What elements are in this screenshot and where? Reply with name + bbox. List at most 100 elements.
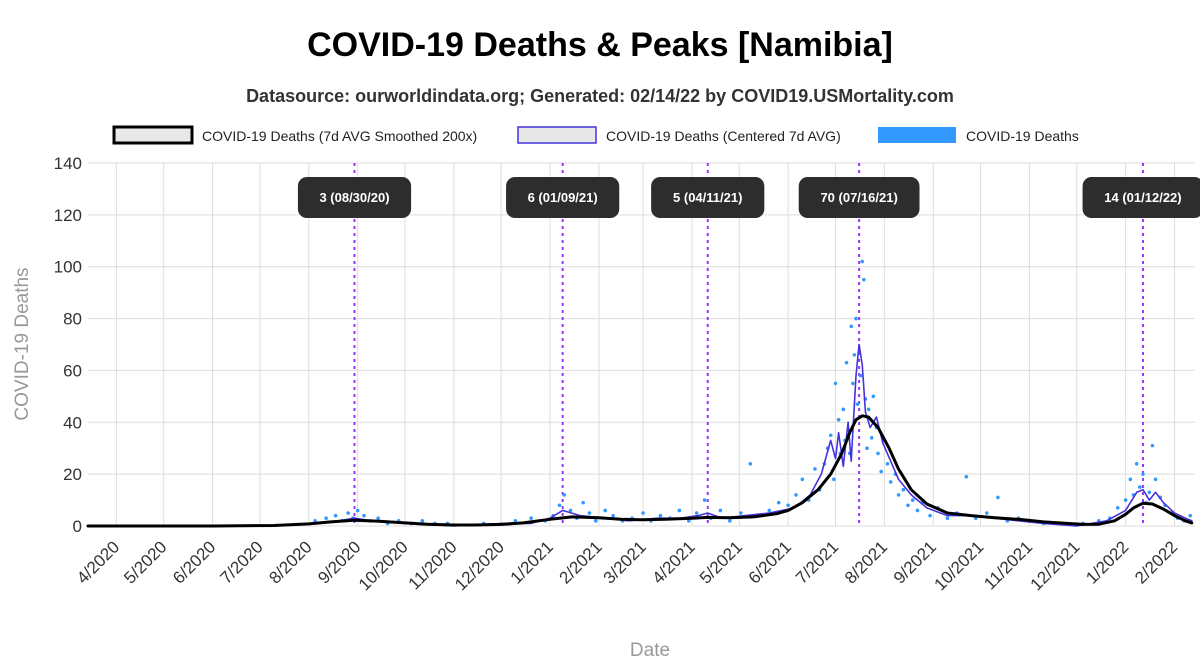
death-point — [529, 516, 533, 521]
peak-label: 5 (04/11/21) — [673, 190, 742, 205]
death-point — [858, 373, 863, 378]
death-point — [800, 477, 805, 482]
death-point — [844, 360, 849, 365]
death-point — [906, 503, 910, 508]
death-point — [928, 513, 932, 518]
death-point — [1188, 513, 1193, 518]
y-axis: 0 20 40 60 80 100 120 140 — [54, 154, 82, 536]
y-tick-label: 100 — [54, 258, 82, 277]
death-point — [513, 519, 518, 523]
death-point — [964, 474, 969, 479]
peak-label-box — [1082, 177, 1200, 218]
x-axis-title: Date — [630, 640, 670, 661]
death-point — [786, 503, 790, 508]
x-tick-label: 2/2021 — [556, 537, 606, 587]
y-tick-label: 40 — [63, 413, 82, 432]
x-tick-label: 7/2020 — [217, 537, 267, 587]
death-point — [728, 519, 732, 523]
death-point — [1134, 461, 1139, 466]
x-tick-label: 7/2021 — [792, 537, 842, 587]
death-point — [852, 353, 857, 357]
death-point — [739, 511, 743, 515]
death-point — [855, 402, 860, 406]
centered-7d-line — [87, 343, 1193, 527]
death-point — [748, 461, 753, 466]
death-point — [694, 511, 699, 515]
series-smoothed — [86, 414, 1194, 528]
death-point — [901, 487, 906, 492]
death-point — [896, 493, 901, 497]
death-point — [849, 324, 854, 329]
death-point — [1147, 490, 1152, 495]
peak-label-box — [297, 177, 412, 218]
death-point — [862, 277, 866, 282]
death-point — [985, 511, 989, 515]
x-tick-label: 1/2021 — [507, 537, 557, 587]
death-point — [593, 519, 598, 523]
legend-label-centered: COVID-19 Deaths (Centered 7d AVG) — [606, 128, 841, 144]
x-axis: 4/20205/20206/20207/20208/20209/202010/2… — [73, 537, 1181, 594]
death-point — [313, 519, 317, 523]
peak-label: 6 (01/09/21) — [528, 190, 598, 205]
death-point — [860, 259, 865, 264]
x-tick-label: 8/2021 — [841, 537, 891, 587]
death-point — [603, 508, 608, 513]
death-point — [581, 500, 585, 505]
y-tick-label: 0 — [73, 517, 82, 536]
death-point — [420, 519, 425, 523]
legend-label-deaths: COVID-19 Deaths — [966, 128, 1079, 144]
y-tick-label: 20 — [63, 465, 82, 484]
death-point — [866, 407, 871, 412]
x-tick-label: 6/2020 — [169, 537, 219, 587]
death-point — [879, 469, 883, 474]
death-point — [854, 316, 858, 321]
death-point — [718, 508, 723, 513]
series-deaths — [313, 259, 1193, 526]
y-tick-label: 80 — [63, 310, 82, 329]
death-point — [832, 477, 836, 482]
death-point — [1128, 477, 1133, 482]
death-point — [557, 503, 562, 508]
y-axis-title: COVID-19 Deaths — [12, 267, 33, 420]
x-tick-label: 1/2022 — [1082, 537, 1132, 587]
death-point — [885, 461, 890, 466]
death-point — [687, 519, 691, 523]
death-point — [833, 381, 838, 386]
x-tick-label: 12/2021 — [1027, 537, 1084, 594]
x-tick-label: 6/2021 — [745, 537, 795, 587]
death-point — [865, 446, 869, 451]
death-point — [362, 513, 366, 518]
death-point — [794, 493, 798, 497]
death-point — [836, 417, 841, 422]
death-point — [702, 498, 707, 502]
y-tick-label: 120 — [54, 206, 82, 225]
death-point — [945, 516, 950, 521]
death-point — [1150, 443, 1155, 448]
x-tick-label: 10/2021 — [930, 537, 987, 594]
peak-label: 3 (08/30/20) — [319, 190, 389, 205]
death-point — [776, 500, 781, 505]
chart-subtitle: Datasource: ourworldindata.org; Generate… — [246, 86, 954, 106]
death-point — [562, 493, 567, 497]
x-tick-label: 10/2020 — [355, 537, 412, 594]
peak-labels: 3 (08/30/20) 6 (01/09/21) 5 (04/11/21) 70 (… — [297, 177, 1200, 218]
x-tick-label: 11/2020 — [405, 537, 461, 593]
x-tick-label: 5/2021 — [696, 537, 746, 587]
death-point — [888, 480, 893, 484]
y-tick-label: 60 — [63, 361, 82, 380]
peak-label-box — [651, 177, 765, 218]
death-point — [910, 498, 915, 502]
death-point — [871, 394, 876, 399]
peak-lines — [353, 163, 1144, 526]
x-tick-label: 11/2021 — [980, 537, 1036, 593]
death-point — [324, 516, 328, 521]
peak-label-box — [506, 177, 620, 218]
peak-label: 70 (07/16/21) — [820, 190, 897, 205]
death-point — [996, 495, 1000, 500]
death-point — [767, 508, 772, 513]
death-point — [813, 467, 817, 471]
series-centered-7d — [87, 343, 1193, 527]
death-point — [1153, 477, 1158, 482]
grid — [88, 162, 1195, 527]
